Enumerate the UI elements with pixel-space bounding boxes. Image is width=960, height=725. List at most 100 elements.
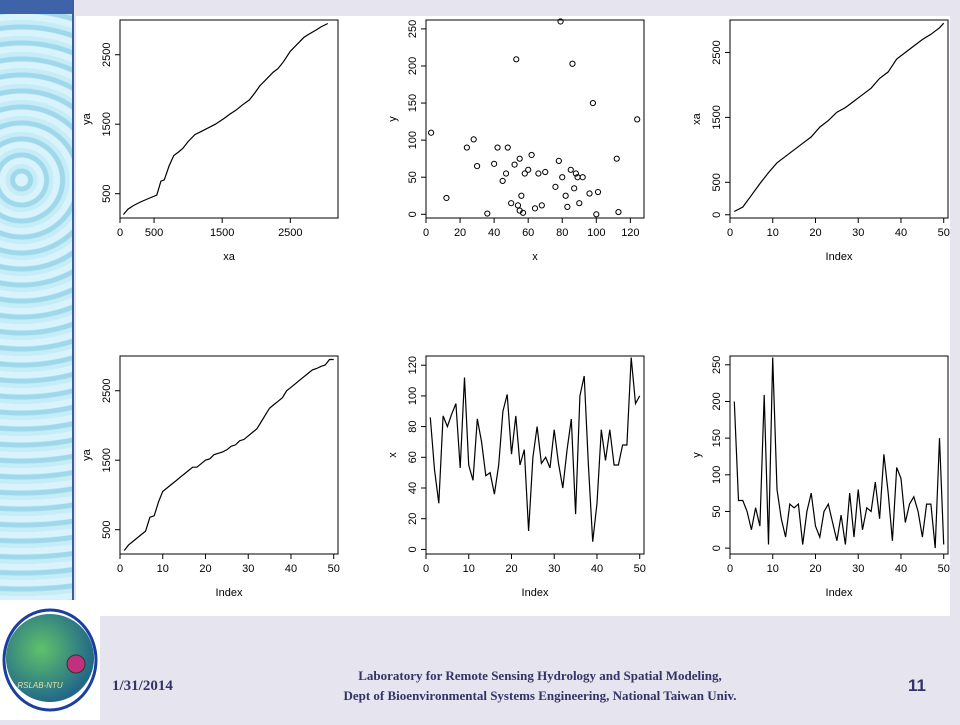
- y-tick-label: 250: [711, 356, 723, 374]
- y-tick-label: 0: [711, 212, 723, 218]
- scatter-point: [559, 174, 566, 181]
- series-line: [733, 357, 945, 549]
- chart-panel-6: 0 10 20 30 40 50 0 50 100 150 200 250 Index y: [691, 355, 950, 599]
- y-tick-label: 2500: [711, 40, 723, 64]
- scatter-point: [463, 144, 470, 151]
- scatter-point: [567, 166, 574, 173]
- scatter-point: [562, 192, 569, 199]
- scatter-point: [443, 194, 450, 202]
- y-tick-label: 150: [407, 94, 419, 112]
- plot-frame: [119, 19, 339, 219]
- x-tick-label: 50: [634, 563, 646, 575]
- scatter-point: [521, 170, 528, 177]
- scatter-point: [593, 211, 600, 218]
- y-tick-label: 500: [101, 521, 113, 539]
- x-tick-label: 30: [242, 563, 254, 575]
- scatter-point: [525, 166, 532, 173]
- page-number: 11: [908, 676, 926, 695]
- scatter-point: [535, 170, 542, 177]
- x-tick-label: 40: [285, 563, 297, 575]
- scatter-point: [484, 210, 491, 217]
- scatter-point: [634, 116, 641, 123]
- y-tick-label: 2500: [101, 378, 113, 402]
- scatter-point: [564, 203, 571, 210]
- series-line: [734, 22, 945, 213]
- scatter-point: [579, 174, 586, 181]
- x-tick-label: 1500: [210, 227, 234, 239]
- scatter-point: [508, 200, 515, 207]
- x-tick-label: 0: [727, 227, 733, 239]
- scatter-point: [552, 183, 559, 190]
- scatter-point: [528, 151, 535, 159]
- y-tick-label: 200: [711, 392, 723, 410]
- y-tick-label: 20: [407, 513, 419, 525]
- x-tick-label: 30: [548, 563, 560, 575]
- y-tick-label: 50: [711, 505, 723, 517]
- y-tick-label: 1500: [101, 448, 113, 472]
- chart-panel-1: 0 500 1500 2500 500 1500 2500 xa ya: [81, 19, 339, 263]
- x-tick-label: 30: [852, 227, 864, 239]
- x-tick-label: 20: [809, 227, 821, 239]
- plot-frame: [729, 355, 949, 555]
- scatter-point: [502, 170, 510, 177]
- scatter-point: [615, 208, 622, 216]
- x-tick-label: 0: [423, 227, 429, 239]
- scatter-point: [470, 136, 477, 143]
- y-tick-label: 500: [711, 173, 723, 191]
- plot-frame: [729, 19, 949, 219]
- scatter-point: [594, 188, 602, 196]
- x-axis-label: Index: [216, 587, 243, 599]
- y-tick-label: 0: [407, 211, 419, 217]
- x-tick-label: 40: [895, 563, 907, 575]
- y-axis-label: x: [387, 452, 399, 458]
- decorative-sidebar: [0, 0, 74, 600]
- x-tick-label: 10: [767, 227, 779, 239]
- x-tick-label: 10: [157, 563, 169, 575]
- x-tick-label: 20: [505, 563, 517, 575]
- x-tick-label: 50: [328, 563, 340, 575]
- y-tick-label: 1500: [711, 105, 723, 129]
- scatter-point: [428, 129, 435, 136]
- scatter-point: [589, 99, 597, 107]
- x-tick-label: 10: [767, 563, 779, 575]
- scatter-point: [519, 209, 527, 216]
- x-axis-label: Index: [826, 587, 853, 599]
- x-tick-label: 0: [117, 227, 123, 239]
- y-axis-label: ya: [81, 112, 93, 125]
- y-tick-label: 80: [407, 420, 419, 432]
- y-tick-label: 1500: [101, 112, 113, 136]
- x-tick-label: 50: [938, 563, 950, 575]
- x-tick-label: 40: [591, 563, 603, 575]
- scatter-point: [491, 160, 498, 167]
- scatter-point: [504, 144, 511, 151]
- y-tick-label: 500: [101, 185, 113, 203]
- sidebar-tab: [0, 0, 72, 14]
- scatter-point: [516, 155, 523, 162]
- scatter-point: [538, 202, 545, 209]
- y-axis-label: y: [691, 452, 703, 458]
- x-tick-label: 10: [463, 563, 475, 575]
- scatter-point: [494, 144, 501, 151]
- x-axis-label: xa: [223, 251, 236, 263]
- y-axis-label: y: [387, 116, 399, 122]
- scatter-point: [576, 200, 583, 207]
- x-tick-label: 60: [522, 227, 534, 239]
- x-axis-label: Index: [522, 587, 549, 599]
- y-axis-label: xa: [691, 112, 703, 125]
- x-tick-label: 0: [117, 563, 123, 575]
- lab-logo: RSLAB-NTU: [2, 608, 98, 712]
- x-tick-label: 80: [556, 227, 568, 239]
- chart-panel-5: 0 10 20 30 40 50 0 20 40 60 80 100 120 Index x: [387, 355, 646, 599]
- plot-frame: [119, 355, 339, 555]
- x-axis-label: Index: [826, 251, 853, 263]
- scatter-point: [513, 56, 520, 63]
- scatter-point: [499, 177, 506, 185]
- y-tick-label: 50: [407, 171, 419, 183]
- scatter-point: [518, 192, 525, 199]
- logo-dot: [66, 654, 86, 674]
- footer-lab-line1: Laboratory for Remote Sensing Hydrology …: [358, 668, 722, 683]
- logo-text: RSLAB-NTU: [17, 681, 63, 690]
- series-line: [123, 358, 334, 551]
